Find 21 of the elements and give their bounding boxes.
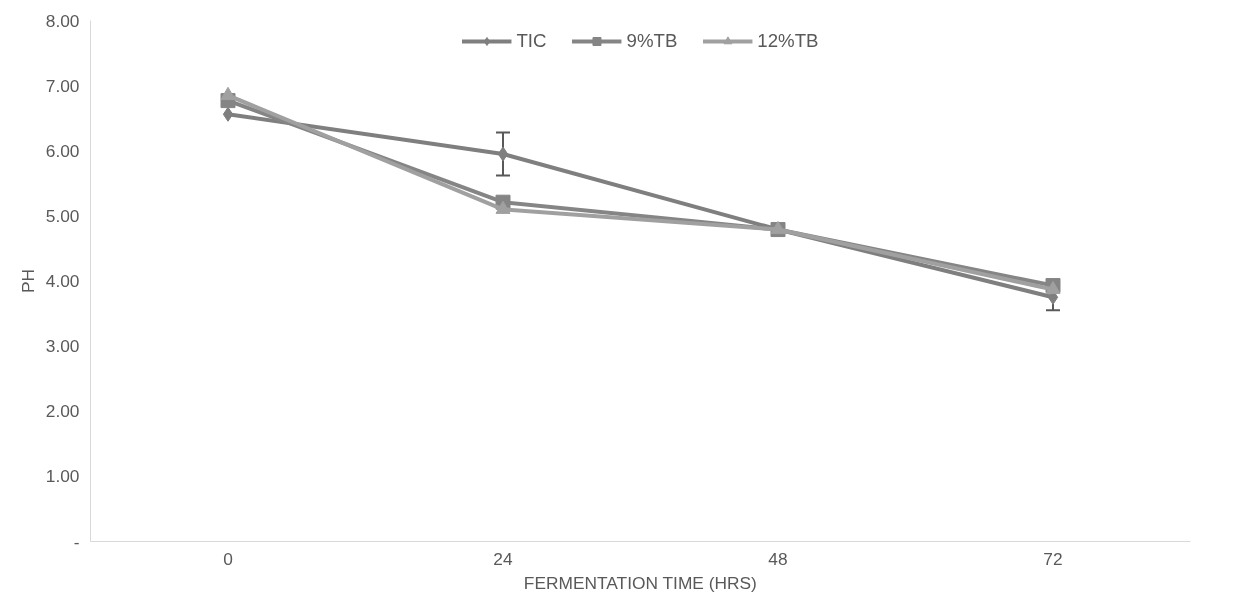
y-tick-label: 3.00 <box>45 336 80 357</box>
x-tick-label: 72 <box>1043 548 1063 569</box>
x-tick-label: 24 <box>493 548 513 569</box>
y-axis-title: PH <box>17 268 38 294</box>
legend-label: TIC <box>516 30 547 52</box>
x-axis-title: FERMENTATION TIME (HRS) <box>523 572 757 593</box>
x-tick-label: 48 <box>768 548 788 569</box>
point <box>222 106 234 122</box>
y-tick-label: 8.00 <box>45 10 80 31</box>
y-tick-label: 7.00 <box>45 75 80 96</box>
legend-label: 12%TB <box>757 30 819 52</box>
y-tick-label: 6.00 <box>45 140 80 161</box>
x-tick-label: 0 <box>223 548 233 569</box>
y-tick-label: - <box>73 531 80 552</box>
point <box>495 200 511 214</box>
point <box>497 146 509 162</box>
y-tick-label: 4.00 <box>45 271 80 291</box>
y-tick-label: 1.00 <box>45 466 80 487</box>
legend-label: 9%TB <box>626 30 678 52</box>
y-tick-label: 2.00 <box>45 401 80 422</box>
y-tick-label: 5.00 <box>45 205 80 226</box>
